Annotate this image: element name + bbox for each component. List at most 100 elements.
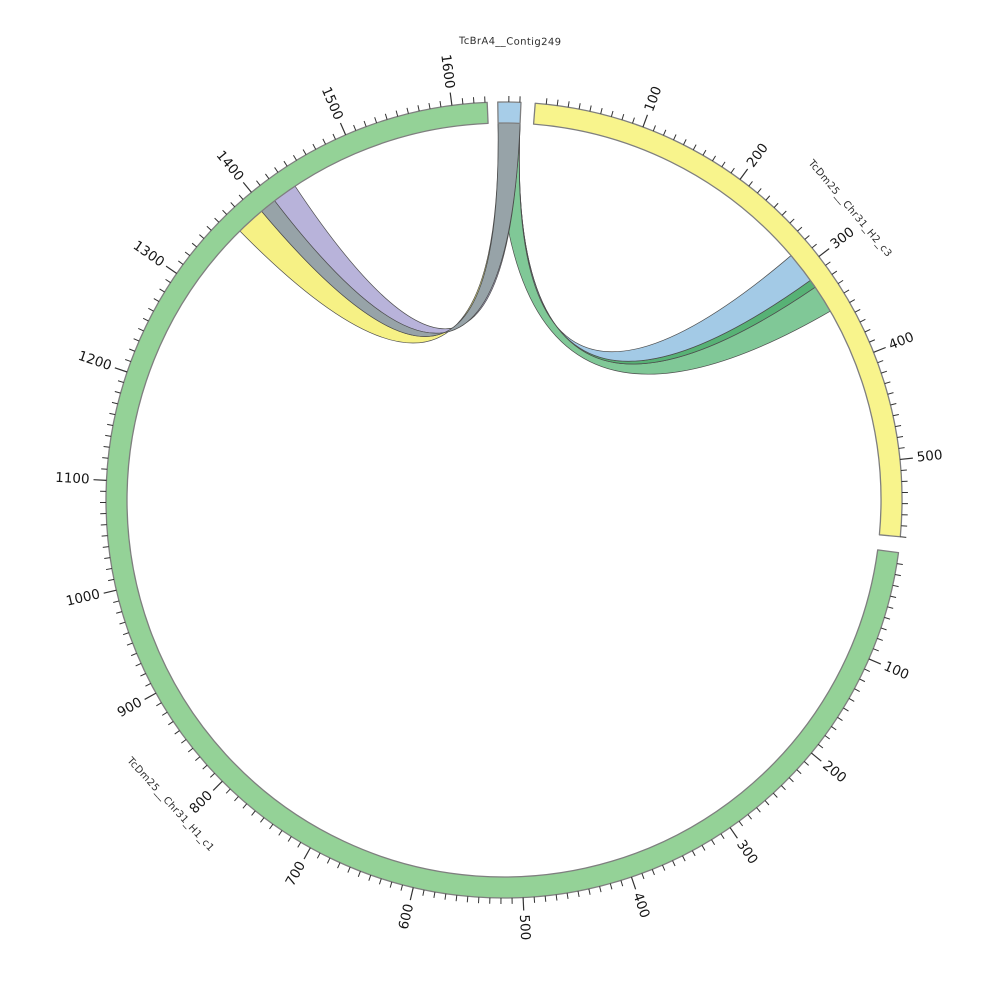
minor-tick-h1-420	[609, 883, 613, 890]
minor-tick-h2-120	[662, 129, 667, 136]
minor-tick-h2-150	[692, 144, 697, 151]
ribbon-green	[497, 122, 831, 375]
sector-label-contig: TcBrA4__Contig249	[458, 36, 562, 48]
minor-tick-h2-440	[887, 392, 894, 395]
minor-tick-h1-1320	[184, 251, 191, 257]
tick-label-h1-800: 800	[186, 788, 216, 818]
minor-tick-h1-1560	[406, 107, 409, 114]
minor-tick-h1-350	[682, 855, 686, 862]
minor-tick-h1-840	[187, 747, 194, 753]
sector-arc-h2	[532, 102, 903, 538]
minor-tick-h1-670	[337, 862, 341, 869]
minor-tick-h2-180	[721, 161, 726, 168]
minor-tick-h1-1280	[159, 288, 165, 293]
minor-tick-h1-970	[119, 621, 126, 625]
tick-label-h2-300: 300	[827, 224, 857, 252]
minor-tick-h1-30	[892, 584, 899, 588]
minor-tick-h1-1520	[363, 120, 367, 127]
minor-tick-h1-1010	[108, 578, 115, 582]
minor-tick-h1-1330	[191, 242, 198, 248]
major-tick-h2-300	[818, 248, 830, 258]
minor-tick-h2-70	[610, 110, 614, 117]
minor-tick-h2-320	[831, 270, 838, 275]
minor-tick-h2-170	[712, 155, 717, 162]
minor-tick-h1-1250	[142, 317, 149, 322]
axis-ticks	[93, 92, 913, 911]
tick-label-h1-500: 500	[516, 914, 533, 941]
minor-tick-h1-1610	[461, 98, 464, 105]
minor-tick-h2-370	[859, 318, 866, 323]
minor-tick-h2-380	[864, 329, 871, 333]
minor-tick-h1-780	[234, 796, 239, 802]
minor-tick-h1-1530	[374, 117, 378, 124]
minor-tick-h2-50	[589, 105, 592, 112]
minor-tick-h1-1360	[214, 217, 220, 223]
minor-tick-h2-460	[892, 413, 899, 417]
minor-tick-h1-160	[837, 716, 843, 721]
minor-tick-h1-1350	[206, 225, 212, 231]
minor-tick-h1-1260	[148, 307, 154, 312]
major-tick-h1-700	[303, 847, 311, 860]
minor-tick-h2-330	[837, 279, 844, 285]
minor-tick-h1-120	[859, 678, 866, 683]
minor-tick-h1-1290	[165, 278, 171, 284]
tick-label-h1-1300: 1300	[130, 238, 167, 271]
minor-tick-h1-1370	[222, 209, 228, 215]
minor-tick-h1-680	[326, 857, 331, 864]
minor-tick-h1-890	[156, 702, 162, 707]
minor-tick-h1-990	[113, 600, 120, 603]
minor-tick-h1-750	[260, 817, 265, 823]
minor-tick-h1-340	[691, 850, 696, 857]
minor-tick-h1-250	[772, 792, 778, 798]
minor-tick-h1-960	[122, 632, 129, 636]
minor-tick-h1-430	[599, 886, 602, 893]
tick-label-h1-600: 600	[396, 902, 417, 931]
minor-tick-h2-40	[578, 103, 581, 110]
minor-tick-h1-1430	[274, 167, 279, 173]
minor-tick-h1-880	[161, 711, 168, 716]
minor-tick-h1-580	[433, 891, 436, 898]
minor-tick-h1-810	[209, 772, 216, 778]
minor-tick-h1-870	[168, 721, 174, 726]
minor-tick-h2-240	[773, 202, 779, 208]
minor-tick-h1-1020	[105, 568, 113, 571]
minor-tick-h1-280	[747, 814, 752, 820]
minor-tick-h1-910	[145, 682, 151, 687]
minor-tick-h1-450	[577, 890, 580, 898]
minor-tick-h1-1590	[439, 101, 442, 108]
minor-tick-h1-180	[824, 735, 830, 740]
minor-tick-h1-1030	[104, 557, 111, 559]
minor-tick-h1-1150	[107, 423, 114, 426]
minor-tick-h2-360	[854, 308, 861, 313]
minor-tick-h2-160	[702, 149, 707, 156]
minor-tick-h1-830	[195, 756, 201, 762]
minor-tick-h2-470	[895, 424, 902, 428]
minor-tick-h2-450	[890, 403, 897, 406]
minor-tick-h1-730	[278, 830, 283, 836]
minor-tick-h1-60	[884, 616, 891, 620]
minor-tick-h1-630	[378, 878, 382, 885]
minor-tick-h2-570	[900, 536, 907, 538]
major-tick-h1-200	[810, 752, 822, 762]
minor-tick-h1-740	[269, 823, 274, 830]
major-tick-h1-1000	[103, 589, 117, 594]
minor-tick-h1-1170	[111, 401, 118, 405]
minor-tick-h1-130	[854, 688, 860, 693]
minor-tick-h1-1180	[114, 391, 121, 394]
minor-tick-h1-90	[872, 648, 879, 652]
minor-tick-h2-480	[896, 436, 904, 438]
minor-tick-h1-170	[831, 726, 837, 731]
tick-label-h2-400: 400	[886, 329, 916, 353]
minor-tick-h2-90	[632, 117, 635, 124]
major-tick-h1-800	[212, 780, 223, 791]
major-tick-h1-1400	[242, 181, 252, 193]
minor-tick-h1-1140	[105, 434, 112, 437]
minor-tick-h1-40	[890, 595, 897, 599]
major-tick-h2-500	[899, 457, 913, 461]
minor-tick-h2-410	[877, 360, 884, 364]
minor-tick-h2-30	[567, 101, 570, 108]
sector-label-h2: TcDm25__Chr31_H2_c3	[805, 157, 894, 259]
tick-label-h1-900: 900	[115, 694, 145, 721]
minor-tick-h1-330	[701, 845, 706, 851]
